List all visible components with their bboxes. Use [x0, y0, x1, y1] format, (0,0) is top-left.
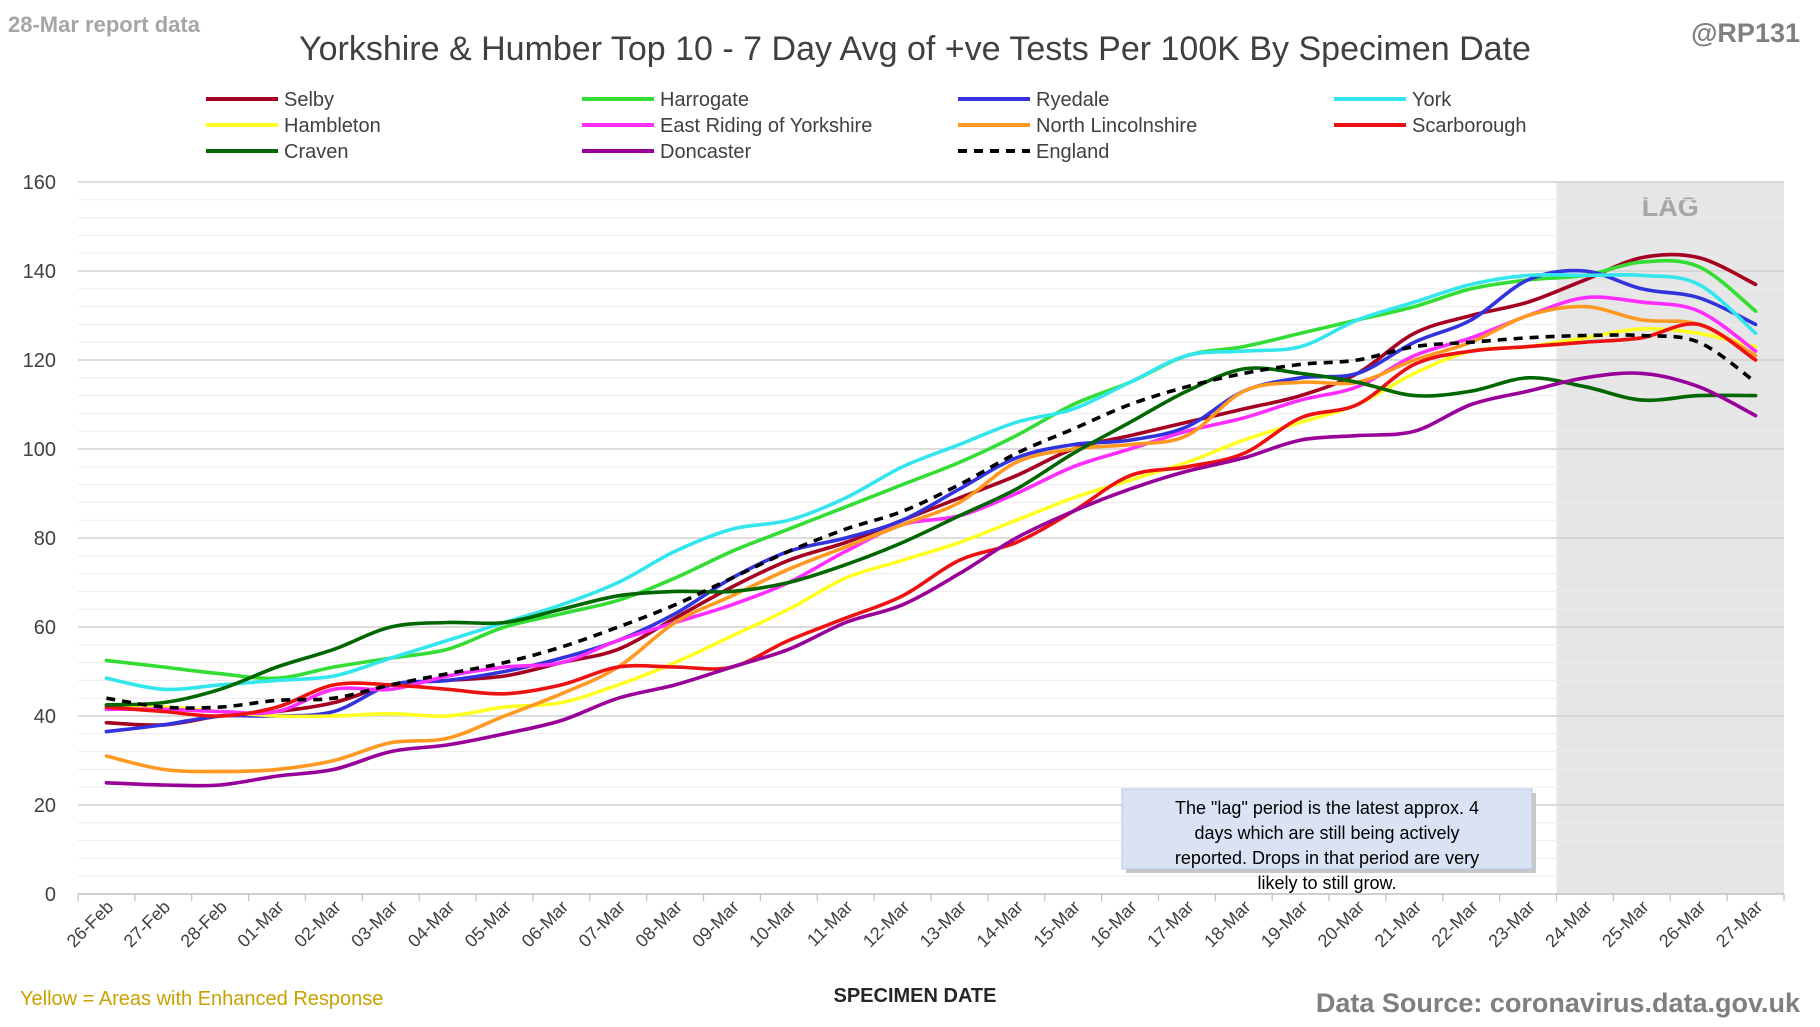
legend-label: Ryedale [1036, 89, 1109, 111]
chart-title: Yorkshire & Humber Top 10 - 7 Day Avg of… [299, 30, 1531, 68]
legend-label: East Riding of Yorkshire [660, 115, 872, 137]
y-tick-label: 120 [23, 350, 56, 372]
legend-label: Craven [284, 141, 348, 163]
legend-item-selby: Selby [206, 89, 334, 111]
legend-item-doncaster: Doncaster [582, 141, 751, 163]
series-line-scarborough [104, 321, 1758, 718]
legend-label: York [1412, 89, 1452, 111]
y-tick-label: 40 [34, 706, 56, 728]
legend: Selby Harrogate Ryedale York Hambleton East R… [206, 89, 1527, 163]
series-line-east-riding-of-yorkshire [104, 295, 1758, 716]
lag-band-label: LAG [1642, 192, 1699, 222]
series-line-york [104, 272, 1758, 692]
series-line-england [106, 333, 1757, 710]
legend-item-scarborough: Scarborough [1334, 115, 1527, 137]
x-axis-title: SPECIMEN DATE [834, 985, 997, 1007]
series-line-craven [104, 366, 1758, 707]
y-tick-label: 60 [34, 617, 56, 639]
series-line-north-lincolnshire [104, 304, 1758, 774]
legend-label: Selby [284, 89, 334, 111]
legend-item-hambleton: Hambleton [206, 115, 381, 137]
y-tick-label: 20 [34, 795, 56, 817]
y-tick-label: 160 [23, 172, 56, 194]
lag-note-text: The "lag" period is the latest approx. 4… [1175, 798, 1479, 893]
legend-label: Harrogate [660, 89, 749, 111]
handle-label: @RP131 [1691, 18, 1800, 48]
y-tick-label: 80 [34, 528, 56, 550]
legend-label: Scarborough [1412, 115, 1527, 137]
legend-item-craven: Craven [206, 141, 348, 163]
legend-item-england: England [958, 141, 1109, 163]
legend-item-north-lincolnshire: North Lincolnshire [958, 115, 1197, 137]
report-label: 28-Mar report data [8, 12, 201, 37]
y-tick-label: 140 [23, 261, 56, 283]
y-tick-label: 0 [45, 884, 56, 906]
legend-item-york: York [1334, 89, 1452, 111]
legend-item-ryedale: Ryedale [958, 89, 1109, 111]
lag-note-box [1121, 788, 1533, 870]
footer-note: Yellow = Areas with Enhanced Response [20, 988, 383, 1010]
legend-item-east-riding-of-yorkshire: East Riding of Yorkshire [582, 115, 872, 137]
y-tick-label: 100 [23, 439, 56, 461]
series-line-doncaster [104, 371, 1758, 788]
legend-label: Hambleton [284, 115, 381, 137]
legend-label: Doncaster [660, 141, 751, 163]
legend-label: North Lincolnshire [1036, 115, 1197, 137]
gridlines [78, 181, 1784, 877]
data-source: Data Source: coronavirus.data.gov.uk [1316, 988, 1801, 1018]
series-lines [104, 252, 1758, 788]
legend-item-harrogate: Harrogate [582, 89, 749, 111]
lag-note: The "lag" period is the latest approx. 4… [1121, 788, 1536, 893]
legend-label: England [1036, 141, 1109, 163]
